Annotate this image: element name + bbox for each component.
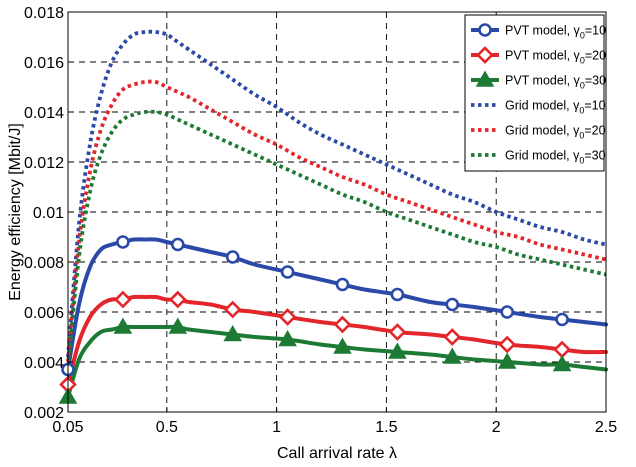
data-point-marker: [333, 337, 352, 354]
y-tick-label: 0.016: [24, 55, 64, 72]
data-point-marker: [443, 328, 462, 346]
y-tick-label: 0.004: [24, 355, 64, 372]
legend-entry-label: PVT model, γ0=30: [505, 74, 606, 91]
data-point-marker: [168, 290, 187, 309]
legend-entry-main: PVT model, γ: [505, 74, 581, 88]
legend-entry-label: PVT model, γ0=10: [505, 24, 606, 41]
data-point-marker: [278, 308, 297, 326]
data-point-marker: [388, 323, 407, 341]
data-point-marker: [552, 354, 572, 372]
legend-entry-subscript: 0: [580, 81, 585, 91]
y-tick-label: 0.002: [24, 405, 64, 422]
legend-entry-main: Grid model, γ: [505, 99, 580, 113]
legend-entry-tail: =20: [584, 124, 605, 138]
data-point-marker: [500, 305, 514, 319]
data-point-marker: [497, 352, 517, 369]
legend-marker: [475, 70, 495, 87]
y-tick-label: 0.006: [24, 305, 64, 322]
y-axis-label: Energy efficiency [Mbit/J]: [7, 123, 24, 301]
legend-entry-subscript: 0: [579, 131, 584, 141]
data-point-marker: [445, 297, 460, 312]
data-point-marker: [225, 250, 240, 264]
data-point-marker: [335, 277, 350, 292]
x-tick-label: 0.05: [52, 419, 83, 436]
legend-entry-subscript: 0: [580, 31, 585, 41]
y-tick-label: 0.018: [24, 5, 64, 22]
data-point-marker: [223, 300, 242, 319]
x-tick-label: 2.5: [595, 419, 617, 436]
legend-marker: [478, 23, 492, 37]
series-line-5: [66, 79, 607, 363]
y-tick-label: 0.012: [24, 155, 64, 172]
series-line-4: [66, 29, 607, 358]
legend-entry-subscript: 0: [579, 156, 584, 166]
legend-entry-label: Grid model, γ0=20: [505, 124, 606, 141]
data-point-marker: [116, 235, 130, 249]
data-point-marker: [442, 347, 462, 364]
legend-marker: [476, 46, 494, 64]
legend-entry-main: PVT model, γ: [505, 49, 581, 63]
data-point-marker: [280, 265, 295, 279]
legend-entry-tail: =30: [584, 149, 605, 163]
data-point-marker: [333, 315, 352, 334]
data-point-marker: [498, 335, 517, 354]
legend-entry-label: Grid model, γ0=30: [505, 149, 606, 166]
axis-ticks: 0.05 0.5 1 1.5 2 2.5 0.002 0.004 0.006 0.008 0.01 0…: [24, 5, 617, 436]
x-tick-label: 1.5: [375, 419, 397, 436]
y-tick-label: 0.014: [24, 105, 64, 122]
data-point-marker: [114, 290, 132, 309]
y-tick-label: 0.01: [33, 205, 64, 222]
x-axis-label: Call arrival rate λ: [277, 445, 397, 462]
data-point-marker: [388, 342, 407, 359]
data-point-marker: [223, 324, 242, 342]
x-tick-label: 1: [272, 419, 281, 436]
data-point-marker: [278, 329, 297, 347]
x-tick-label: 0.5: [156, 419, 178, 436]
data-point-marker: [168, 317, 188, 334]
y-tick-label: 0.008: [24, 255, 64, 272]
legend-entry-tail: =20: [585, 49, 606, 63]
data-point-marker: [113, 317, 133, 334]
data-point-marker: [390, 287, 405, 302]
legend-entry-subscript: 0: [579, 106, 584, 116]
legend-entry-main: Grid model, γ: [505, 124, 580, 138]
legend-box: [464, 14, 605, 172]
series-line-6: [66, 109, 607, 368]
legend-entry-label: PVT model, γ0=20: [505, 49, 606, 66]
legend-entry-main: PVT model, γ: [505, 24, 581, 38]
legend-entry-subscript: 0: [580, 56, 585, 66]
legend-entry-main: Grid model, γ: [505, 149, 580, 163]
data-point-marker: [170, 237, 185, 252]
x-tick-label: 2: [492, 419, 501, 436]
legend-entry-label: Grid model, γ0=10: [505, 99, 606, 116]
legend-entry-tail: =30: [585, 74, 606, 88]
legend-entry-tail: =10: [584, 99, 605, 113]
legend-entry-tail: =10: [585, 24, 606, 38]
data-point-marker: [555, 312, 569, 327]
